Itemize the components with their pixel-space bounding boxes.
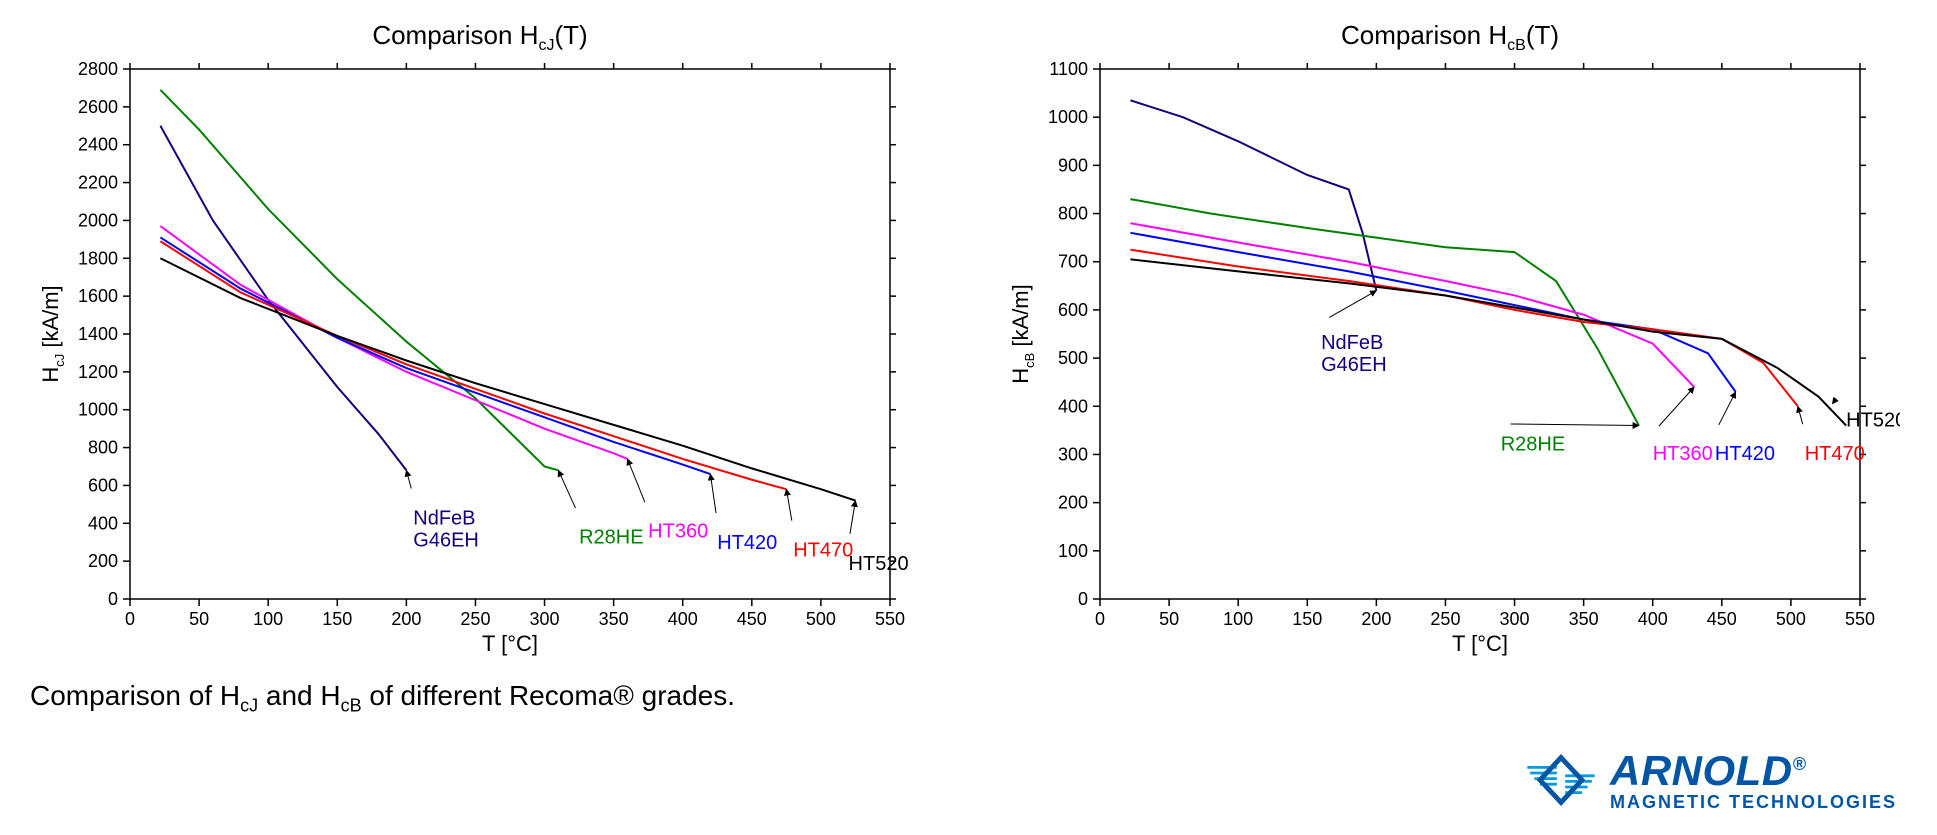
- svg-text:500: 500: [806, 609, 836, 629]
- arnold-logo-reg: ®: [1793, 754, 1807, 774]
- svg-text:HT520: HT520: [1846, 409, 1900, 431]
- svg-text:1200: 1200: [78, 362, 118, 382]
- svg-text:1800: 1800: [78, 248, 118, 268]
- chart-hcj-title-sub: cJ: [538, 37, 554, 54]
- svg-text:800: 800: [88, 438, 118, 458]
- svg-text:200: 200: [88, 551, 118, 571]
- svg-text:HT520: HT520: [849, 553, 909, 575]
- svg-text:R28HE: R28HE: [579, 526, 643, 548]
- caption-prefix: Comparison of H: [30, 680, 240, 711]
- chart-hcb-title-suffix: (T): [1526, 20, 1559, 50]
- svg-text:600: 600: [88, 476, 118, 496]
- chart-hcj-title: Comparison HcJ(T): [30, 20, 930, 55]
- svg-text:1000: 1000: [1048, 107, 1088, 127]
- svg-text:400: 400: [1058, 396, 1088, 416]
- svg-text:250: 250: [460, 609, 490, 629]
- svg-text:500: 500: [1058, 348, 1088, 368]
- arnold-logo-brand: ARNOLD®: [1610, 749, 1897, 793]
- svg-text:400: 400: [668, 609, 698, 629]
- svg-text:100: 100: [1058, 541, 1088, 561]
- caption-suffix: of different Recoma® grades.: [362, 680, 735, 711]
- svg-text:300: 300: [1500, 609, 1530, 629]
- svg-text:500: 500: [1776, 609, 1806, 629]
- svg-text:550: 550: [1845, 609, 1875, 629]
- svg-text:2400: 2400: [78, 135, 118, 155]
- svg-text:2800: 2800: [78, 59, 118, 79]
- chart-hcb-box: Comparison HcB(T) 0 50 100 150 200 250 300 350 4…: [1000, 20, 1900, 664]
- caption-mid: and H: [258, 680, 341, 711]
- chart-hcj-box: Comparison HcJ(T) 0 50 100 150 200 250 300 350 4…: [30, 20, 930, 664]
- arnold-logo-brand-text: ARNOLD: [1610, 747, 1793, 794]
- svg-text:1000: 1000: [78, 400, 118, 420]
- svg-text:50: 50: [189, 609, 209, 629]
- svg-text:700: 700: [1058, 252, 1088, 272]
- svg-text:100: 100: [1223, 609, 1253, 629]
- svg-text:0: 0: [108, 589, 118, 609]
- svg-text:HT360: HT360: [648, 521, 708, 543]
- svg-text:R28HE: R28HE: [1501, 434, 1565, 456]
- svg-text:450: 450: [737, 609, 767, 629]
- svg-text:2200: 2200: [78, 173, 118, 193]
- svg-text:HT420: HT420: [717, 532, 777, 554]
- svg-text:350: 350: [1569, 609, 1599, 629]
- svg-text:NdFeBG46EH: NdFeBG46EH: [1321, 332, 1387, 376]
- svg-text:600: 600: [1058, 300, 1088, 320]
- chart-hcj-title-suffix: (T): [554, 20, 587, 50]
- svg-text:1400: 1400: [78, 324, 118, 344]
- page: Comparison HcJ(T) 0501001502002503003504…: [0, 0, 1937, 835]
- svg-text:T [°C]: T [°C]: [482, 631, 538, 656]
- chart-hcb-title-prefix: Comparison H: [1341, 20, 1507, 50]
- svg-text:50: 50: [1159, 609, 1179, 629]
- charts-row: Comparison HcJ(T) 0501001502002503003504…: [0, 0, 1937, 664]
- svg-text:250: 250: [1430, 609, 1460, 629]
- svg-text:900: 900: [1058, 156, 1088, 176]
- svg-text:2600: 2600: [78, 97, 118, 117]
- arnold-logo-text: ARNOLD® MAGNETIC TECHNOLOGIES: [1610, 749, 1897, 812]
- svg-text:550: 550: [875, 609, 905, 629]
- svg-text:150: 150: [322, 609, 352, 629]
- svg-text:400: 400: [1638, 609, 1668, 629]
- arnold-logo-tagline: MAGNETIC TECHNOLOGIES: [1610, 793, 1897, 812]
- svg-text:150: 150: [1292, 609, 1322, 629]
- svg-text:100: 100: [253, 609, 283, 629]
- svg-text:200: 200: [1361, 609, 1391, 629]
- svg-text:HcB [kA/m]: HcB [kA/m]: [1008, 284, 1037, 384]
- svg-text:350: 350: [599, 609, 629, 629]
- svg-text:1100: 1100: [1049, 59, 1088, 79]
- svg-text:NdFeBG46EH: NdFeBG46EH: [413, 508, 479, 552]
- svg-text:HcJ [kA/m]: HcJ [kA/m]: [38, 286, 67, 383]
- caption-sub2: cB: [341, 696, 362, 716]
- svg-text:200: 200: [1058, 493, 1088, 513]
- chart-hcb-svg: 0 50 100 150 200 250 300 350 400 450 500 550 0 100 200…: [1000, 59, 1900, 659]
- svg-text:300: 300: [530, 609, 560, 629]
- svg-text:400: 400: [88, 513, 118, 533]
- arnold-logo-icon: [1526, 745, 1596, 815]
- svg-text:0: 0: [1095, 609, 1105, 629]
- svg-text:HT470: HT470: [1805, 443, 1865, 465]
- svg-text:200: 200: [391, 609, 421, 629]
- caption: Comparison of HcJ and HcB of different R…: [30, 680, 735, 717]
- svg-text:450: 450: [1707, 609, 1737, 629]
- chart-hcj-title-prefix: Comparison H: [372, 20, 538, 50]
- svg-text:300: 300: [1058, 445, 1088, 465]
- svg-text:0: 0: [125, 609, 135, 629]
- svg-text:1600: 1600: [78, 286, 118, 306]
- chart-hcj-svg: 0 50 100 150 200 250 300 350 400 450 500 550 0 200 400…: [30, 59, 930, 659]
- svg-text:0: 0: [1078, 589, 1088, 609]
- svg-text:HT420: HT420: [1715, 443, 1775, 465]
- svg-text:800: 800: [1058, 204, 1088, 224]
- arnold-logo: ARNOLD® MAGNETIC TECHNOLOGIES: [1526, 745, 1897, 815]
- chart-hcb-title: Comparison HcB(T): [1000, 20, 1900, 55]
- svg-text:HT470: HT470: [793, 540, 853, 562]
- chart-hcb-title-sub: cB: [1507, 37, 1526, 54]
- svg-text:T [°C]: T [°C]: [1452, 631, 1508, 656]
- svg-text:HT360: HT360: [1653, 443, 1713, 465]
- svg-text:2000: 2000: [78, 211, 118, 231]
- caption-sub1: cJ: [240, 696, 258, 716]
